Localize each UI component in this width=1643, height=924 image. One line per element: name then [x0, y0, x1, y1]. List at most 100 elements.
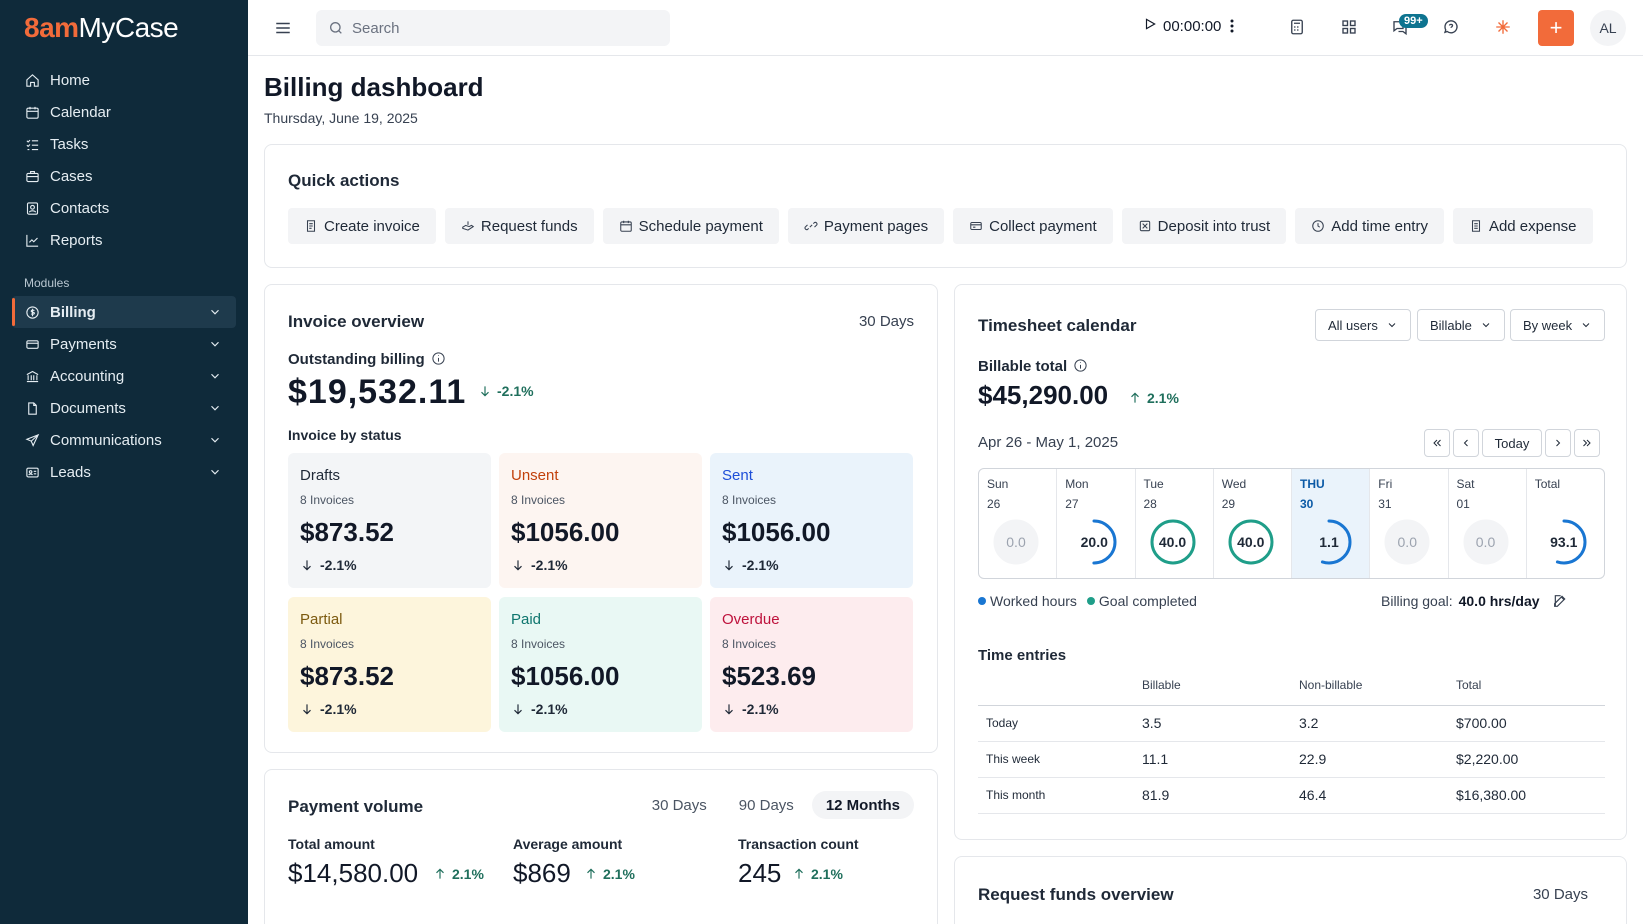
- range-tab-12-months[interactable]: 12 Months: [811, 791, 914, 819]
- date-range: Apr 26 - May 1, 2025: [978, 434, 1119, 451]
- calendar-day[interactable]: Mon 27 20.0: [1057, 469, 1136, 578]
- timer-value: 00:00:00: [1163, 17, 1222, 35]
- chevron-down-icon[interactable]: [208, 401, 222, 415]
- bank-icon: [24, 368, 40, 384]
- today-button[interactable]: Today: [1482, 429, 1542, 457]
- calendar-day[interactable]: Wed 29 40.0: [1214, 469, 1292, 578]
- create-invoice-button[interactable]: Create invoice: [288, 208, 436, 244]
- time-entries-label: Time entries: [978, 647, 1067, 664]
- day-hours: 20.0: [1080, 534, 1108, 550]
- chevron-down-icon[interactable]: [208, 305, 222, 319]
- day-progress-ring: [1228, 519, 1274, 565]
- week-progress-ring: [1541, 519, 1587, 565]
- card-icon: [970, 221, 982, 231]
- double-chevron-right-icon: [1583, 439, 1591, 447]
- collect-payment-button[interactable]: Collect payment: [953, 208, 1113, 244]
- range-tab-90-days[interactable]: 90 Days: [725, 791, 808, 819]
- chevron-down-icon[interactable]: [208, 433, 222, 447]
- chat-icon[interactable]: [1442, 18, 1462, 38]
- briefcase-icon: [24, 168, 40, 184]
- calendar-day[interactable]: Fri 31 0.0: [1370, 469, 1449, 578]
- apps-icon[interactable]: [1340, 18, 1360, 38]
- status-tile-paid[interactable]: Paid 8 Invoices $1056.00 -2.1%: [499, 597, 702, 732]
- play-icon[interactable]: [1143, 17, 1157, 35]
- sidebar-item-home[interactable]: Home: [12, 64, 236, 96]
- sidebar-item-billing[interactable]: Billing: [12, 296, 236, 328]
- sidebar-item-communications[interactable]: Communications: [12, 424, 236, 456]
- request-funds-range[interactable]: 30 Days: [1532, 886, 1588, 903]
- next-week-button[interactable]: [1545, 429, 1571, 457]
- schedule-payment-button[interactable]: Schedule payment: [602, 208, 779, 244]
- sidebar-item-cases[interactable]: Cases: [12, 160, 236, 192]
- invoice-overview-range[interactable]: 30 Days: [858, 313, 914, 330]
- chevron-down-icon[interactable]: [208, 337, 222, 351]
- calendar-day[interactable]: Sun 26 0.0: [979, 469, 1058, 578]
- arrow-down-icon: [725, 560, 733, 571]
- sidebar-item-leads[interactable]: Leads: [12, 456, 236, 488]
- first-week-button[interactable]: [1424, 429, 1450, 457]
- outstanding-billing-change: -2.1%: [478, 383, 534, 399]
- users-filter-dropdown[interactable]: All users: [1315, 309, 1411, 341]
- chevron-down-icon[interactable]: [208, 465, 222, 479]
- info-icon[interactable]: [431, 351, 446, 366]
- deposit-into-trust-button[interactable]: Deposit into trust: [1121, 208, 1287, 244]
- period-filter-dropdown[interactable]: By week: [1510, 309, 1606, 341]
- request-funds-card: Request funds overview 30 Days: [954, 856, 1627, 924]
- calendar-day[interactable]: Tue 28 40.0: [1136, 469, 1214, 578]
- timesheet-title: Timesheet calendar: [978, 316, 1137, 335]
- billable-filter-dropdown[interactable]: Billable: [1417, 309, 1505, 341]
- table-row: Today 3.5 3.2 $700.00: [978, 705, 1605, 742]
- top-bar: 00:00:00 99+ + AL: [248, 0, 1643, 56]
- calendar-week-total: Total 93.1: [1527, 469, 1604, 578]
- sidebar-item-label: Documents: [50, 399, 126, 417]
- time-entries-table: Billable Non-billable Total Today 3.5 3.…: [978, 665, 1605, 814]
- add-time-entry-button[interactable]: Add time entry: [1295, 208, 1444, 244]
- average-amount-change: 2.1%: [584, 866, 635, 882]
- info-icon[interactable]: [1073, 358, 1088, 373]
- payment-volume-card: Payment volume 30 Days 90 Days 12 Months…: [264, 769, 938, 924]
- day-hours: 0.0: [1475, 534, 1496, 550]
- sidebar-item-accounting[interactable]: Accounting: [12, 360, 236, 392]
- modules-nav: Billing Payments Accounting Documents Co…: [12, 296, 236, 488]
- add-expense-button[interactable]: Add expense: [1452, 208, 1593, 244]
- sidebar-item-payments[interactable]: Payments: [12, 328, 236, 360]
- column-header-billable: Billable: [1142, 665, 1299, 706]
- range-tab-30-days[interactable]: 30 Days: [638, 791, 721, 819]
- status-tile-partial[interactable]: Partial 8 Invoices $873.52 -2.1%: [288, 597, 491, 732]
- sidebar-item-tasks[interactable]: Tasks: [12, 128, 236, 160]
- sidebar-item-label: Calendar: [50, 103, 111, 121]
- search-bar[interactable]: [316, 10, 670, 46]
- calendar-icon: [619, 220, 632, 232]
- chevron-down-icon[interactable]: [208, 369, 222, 383]
- sparkle-icon[interactable]: [1494, 18, 1514, 38]
- status-tile-drafts[interactable]: Drafts 8 Invoices $873.52 -2.1%: [288, 453, 491, 588]
- search-input[interactable]: [352, 19, 652, 37]
- sidebar-item-calendar[interactable]: Calendar: [12, 96, 236, 128]
- add-new-button[interactable]: +: [1538, 10, 1574, 46]
- avatar[interactable]: AL: [1590, 10, 1626, 46]
- edit-icon[interactable]: [1552, 593, 1568, 609]
- day-hours: 0.0: [1397, 534, 1417, 550]
- calculator-icon[interactable]: [1288, 18, 1308, 38]
- outstanding-billing-amount: $19,532.11: [288, 373, 467, 411]
- more-options-icon[interactable]: [1227, 18, 1237, 34]
- status-tile-unsent[interactable]: Unsent 8 Invoices $1056.00 -2.1%: [499, 453, 702, 588]
- last-week-button[interactable]: [1574, 429, 1600, 457]
- main-nav: Home Calendar Tasks Cases Contacts Repor…: [12, 64, 236, 256]
- status-tile-sent[interactable]: Sent 8 Invoices $1056.00 -2.1%: [710, 453, 913, 588]
- calendar-day-today[interactable]: THU 30 1.1: [1292, 469, 1371, 578]
- status-tile-overdue[interactable]: Overdue 8 Invoices $523.69 -2.1%: [710, 597, 913, 732]
- brand-logo[interactable]: 8amMyCase: [24, 12, 179, 43]
- column-header-total: Total: [1456, 665, 1605, 706]
- sidebar-item-label: Accounting: [50, 367, 125, 385]
- sidebar-item-reports[interactable]: Reports: [12, 224, 236, 256]
- sidebar-item-contacts[interactable]: Contacts: [12, 192, 236, 224]
- calendar-day[interactable]: Sat 01 0.0: [1449, 469, 1527, 578]
- invoice-by-status-label: Invoice by status: [288, 427, 402, 443]
- prev-week-button[interactable]: [1453, 429, 1479, 457]
- payment-pages-button[interactable]: Payment pages: [787, 208, 945, 244]
- hamburger-menu-icon[interactable]: [274, 19, 292, 37]
- page-date: Thursday, June 19, 2025: [264, 110, 418, 126]
- request-funds-button[interactable]: Request funds: [444, 208, 594, 244]
- sidebar-item-documents[interactable]: Documents: [12, 392, 236, 424]
